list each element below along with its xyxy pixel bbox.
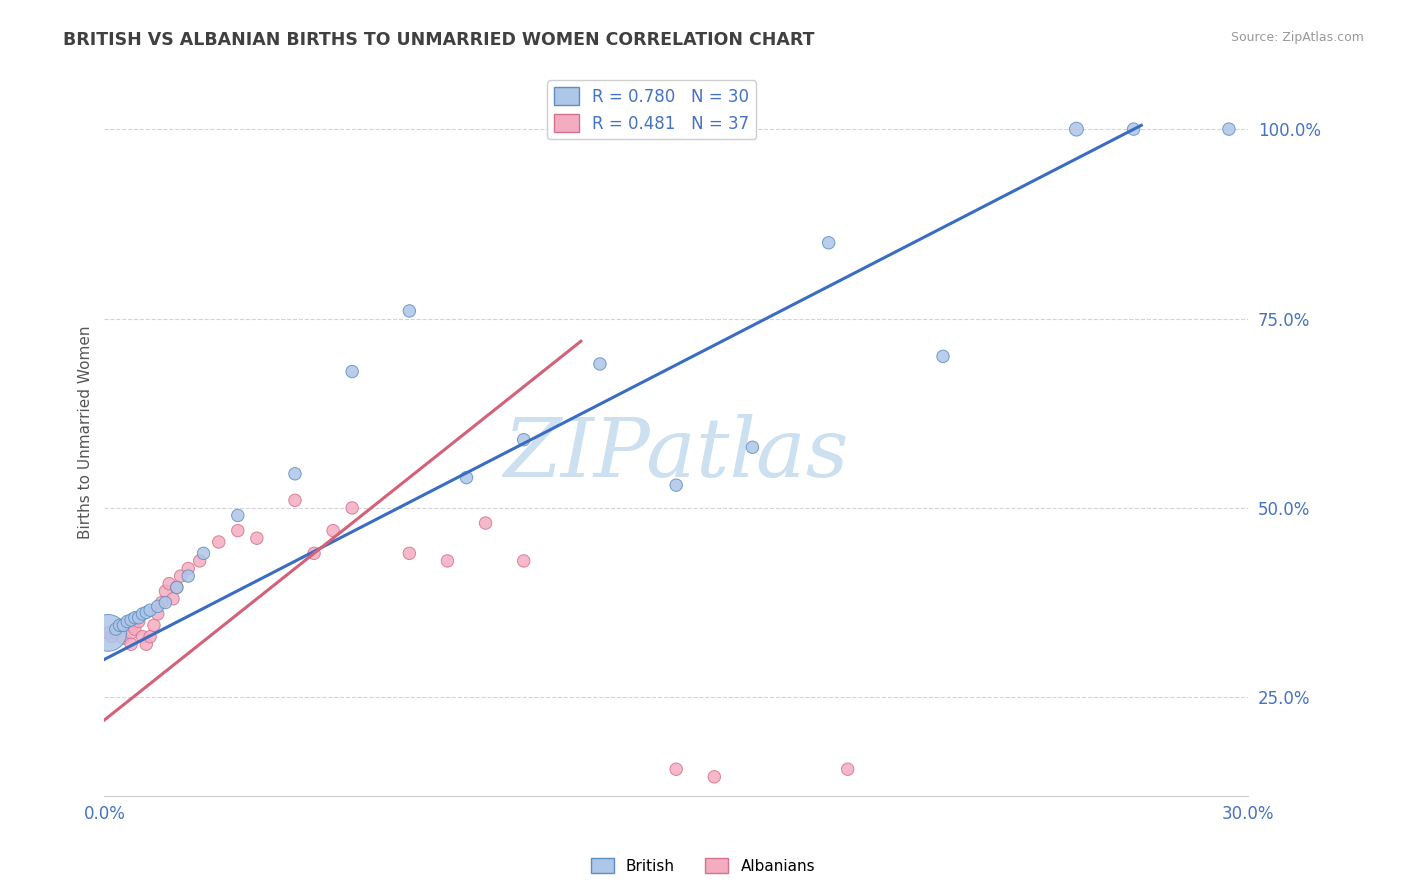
Point [193,546,215,560]
Point [177,561,200,575]
Point [188,554,211,568]
Point [665,762,688,776]
Point [146,599,169,614]
Point [665,478,688,492]
Point [340,365,363,379]
Point [128,615,150,629]
Point [456,470,478,484]
Text: BRITISH VS ALBANIAN BIRTHS TO UNMARRIED WOMEN CORRELATION CHART: BRITISH VS ALBANIAN BIRTHS TO UNMARRIED … [63,31,814,49]
Point [124,622,146,636]
Point [177,569,200,583]
Point [166,581,188,595]
Point [1218,122,1240,136]
Point [131,607,153,621]
Point [589,357,612,371]
Point [150,596,173,610]
Legend: British, Albanians: British, Albanians [585,852,821,880]
Point [226,508,249,523]
Legend: R = 0.780   N = 30, R = 0.481   N = 37: R = 0.780 N = 30, R = 0.481 N = 37 [547,80,756,139]
Point [120,637,142,651]
Point [208,535,231,549]
Point [108,622,131,636]
Text: ZIPatlas: ZIPatlas [503,414,849,494]
Point [112,631,135,645]
Point [124,611,146,625]
Point [108,618,131,632]
Point [120,613,142,627]
Point [284,493,307,508]
Point [703,770,725,784]
Point [104,622,127,636]
Point [97,626,120,640]
Point [97,626,120,640]
Text: Source: ZipAtlas.com: Source: ZipAtlas.com [1230,31,1364,45]
Point [142,618,165,632]
Point [162,591,184,606]
Point [837,762,859,776]
Point [398,546,420,560]
Point [120,626,142,640]
Point [322,524,344,538]
Point [155,584,177,599]
Point [139,630,162,644]
Point [117,615,139,629]
Point [117,618,139,632]
Point [135,606,157,620]
Point [474,516,496,530]
Point [436,554,458,568]
Point [157,576,180,591]
Point [398,304,420,318]
Point [139,603,162,617]
Y-axis label: Births to Unmarried Women: Births to Unmarried Women [79,326,93,539]
Point [135,637,157,651]
Point [246,531,269,545]
Point [131,630,153,644]
Point [146,607,169,621]
Point [512,554,534,568]
Point [1066,122,1088,136]
Point [226,524,249,538]
Point [166,581,188,595]
Point [128,611,150,625]
Point [817,235,839,250]
Point [169,569,191,583]
Point [284,467,307,481]
Point [932,350,955,364]
Point [1122,122,1144,136]
Point [104,626,127,640]
Point [340,500,363,515]
Point [155,596,177,610]
Point [512,433,534,447]
Point [101,630,124,644]
Point [112,618,135,632]
Point [741,440,763,454]
Point [302,546,325,560]
